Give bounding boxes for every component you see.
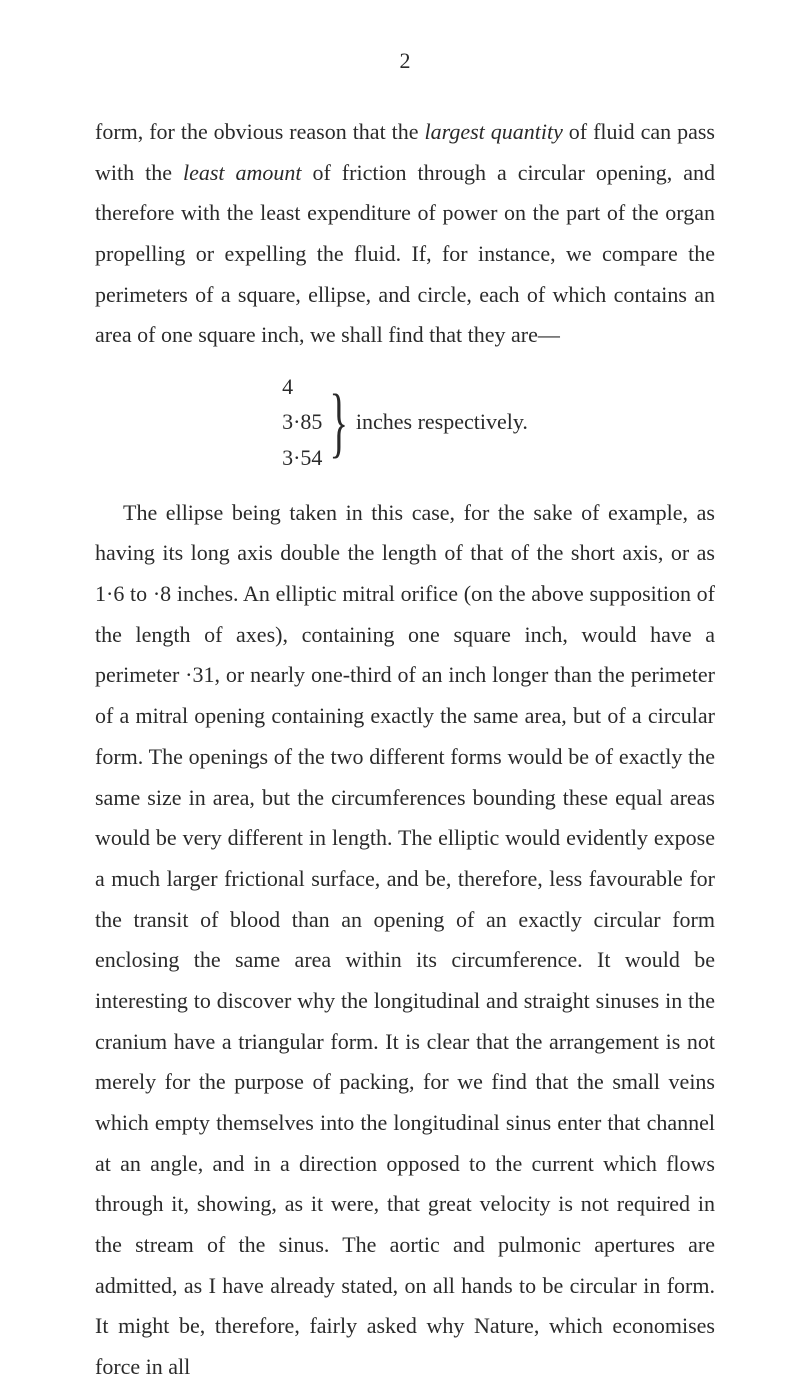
text-run-1a: form, for the obvious reason that the	[95, 119, 424, 144]
italic-phrase-2: least amount	[183, 160, 302, 185]
page-number: 2	[95, 48, 715, 74]
value-1: 4	[282, 369, 293, 404]
bracket-values: 4 3·85 3·54 } inches respectively.	[95, 368, 715, 475]
paragraph-2: The ellipse being taken in this case, fo…	[95, 493, 715, 1388]
curly-brace-icon: }	[330, 389, 349, 455]
text-run-1c: of friction through a circular opening, …	[95, 160, 715, 348]
numbers-column: 4 3·85 3·54	[282, 369, 322, 475]
paragraph-1: form, for the obvious reason that the la…	[95, 112, 715, 356]
bracket-label: inches respectively.	[356, 403, 528, 440]
italic-phrase-1: largest quantity	[424, 119, 562, 144]
value-3: 3·54	[282, 440, 322, 475]
value-2: 3·85	[282, 404, 322, 439]
bracket-wrapper: 4 3·85 3·54 } inches respectively.	[282, 369, 528, 475]
